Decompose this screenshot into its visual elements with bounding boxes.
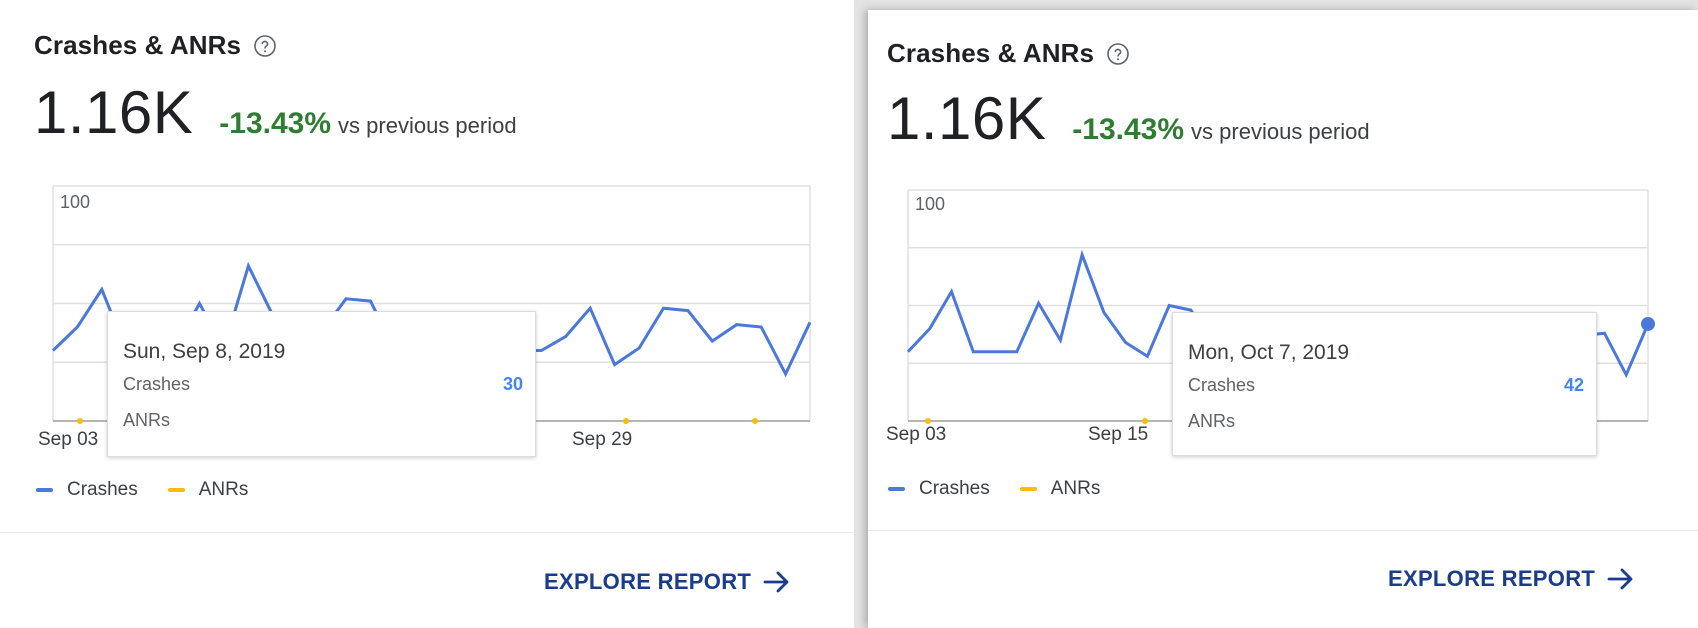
anrs-point (623, 418, 629, 424)
x-tick-label: Sep 15 (1088, 424, 1148, 445)
delta-percent: -13.43% (1072, 113, 1185, 146)
x-tick-label: Sep 03 (886, 424, 946, 445)
legend-label: Crashes (919, 478, 990, 499)
metric-value: 1.16K (887, 85, 1047, 152)
x-tick-label: Sep 03 (38, 429, 98, 450)
legend-item-crashes[interactable]: Crashes (36, 479, 138, 501)
y-tick-label: 100 (915, 194, 945, 214)
chart-tooltip: Sun, Sep 8, 2019 Crashes 30 ANRs (107, 311, 536, 457)
explore-report-label: EXPLORE REPORT (1388, 566, 1596, 591)
crashes-swatch (36, 488, 53, 492)
crashes-anrs-card: Crashes & ANRs 1.16K -13.43% vs previous… (868, 10, 1698, 628)
anrs-swatch (1019, 487, 1037, 491)
legend-item-anrs[interactable]: ANRs (167, 479, 249, 501)
legend-item-anrs[interactable]: ANRs (1019, 478, 1101, 500)
explore-report-link[interactable]: EXPLORE REPORT (1388, 566, 1635, 592)
help-circle-icon[interactable] (1106, 42, 1130, 66)
card-divider (868, 530, 1698, 531)
highlight-point (1641, 316, 1655, 331)
tooltip-anrs-label: ANRs (123, 410, 171, 430)
y-tick-label: 100 (60, 192, 90, 212)
card-divider (0, 532, 854, 533)
tooltip-crashes-label: Crashes (123, 374, 191, 394)
delta-suffix: vs previous period (338, 113, 517, 138)
legend-label: Crashes (67, 479, 138, 500)
card-title: Crashes & ANRs (34, 30, 277, 61)
legend-item-crashes[interactable]: Crashes (888, 478, 990, 500)
crashes-anrs-card: Crashes & ANRs 1.16K -13.43% vs previous… (0, 0, 854, 628)
chart-legend: Crashes ANRs (36, 479, 278, 501)
delta-percent: -13.43% (219, 107, 332, 140)
help-circle-icon[interactable] (253, 34, 277, 58)
crashes-swatch (888, 487, 905, 491)
metric-row: 1.16K -13.43% vs previous period (887, 84, 1370, 153)
metric-value: 1.16K (34, 79, 194, 146)
explore-report-label: EXPLORE REPORT (544, 569, 752, 594)
anrs-point (925, 418, 931, 424)
tooltip-crashes-label: Crashes (1188, 375, 1256, 395)
tooltip-crashes-value: 42 (1563, 375, 1584, 395)
x-tick-label: Sep 29 (572, 429, 632, 450)
delta-suffix: vs previous period (1191, 119, 1370, 144)
anrs-point (752, 418, 758, 424)
arrow-right-icon (1607, 567, 1635, 591)
anrs-point (77, 418, 83, 424)
explore-report-link[interactable]: EXPLORE REPORT (544, 569, 791, 595)
chart-legend: Crashes ANRs (888, 478, 1130, 500)
anrs-swatch (167, 488, 185, 492)
tooltip-date: Sun, Sep 8, 2019 (123, 340, 286, 363)
metric-row: 1.16K -13.43% vs previous period (34, 78, 517, 147)
tooltip-date: Mon, Oct 7, 2019 (1188, 341, 1350, 364)
legend-label: ANRs (1050, 478, 1101, 499)
card-title: Crashes & ANRs (887, 38, 1130, 69)
anrs-point (1142, 418, 1148, 424)
arrow-right-icon (763, 570, 791, 594)
tooltip-crashes-value: 30 (502, 374, 523, 394)
tooltip-anrs-label: ANRs (1188, 411, 1236, 431)
legend-label: ANRs (198, 479, 249, 500)
card-title-text: Crashes & ANRs (34, 30, 242, 60)
chart-tooltip: Mon, Oct 7, 2019 Crashes 42 ANRs (1172, 312, 1597, 456)
card-title-text: Crashes & ANRs (887, 38, 1095, 68)
